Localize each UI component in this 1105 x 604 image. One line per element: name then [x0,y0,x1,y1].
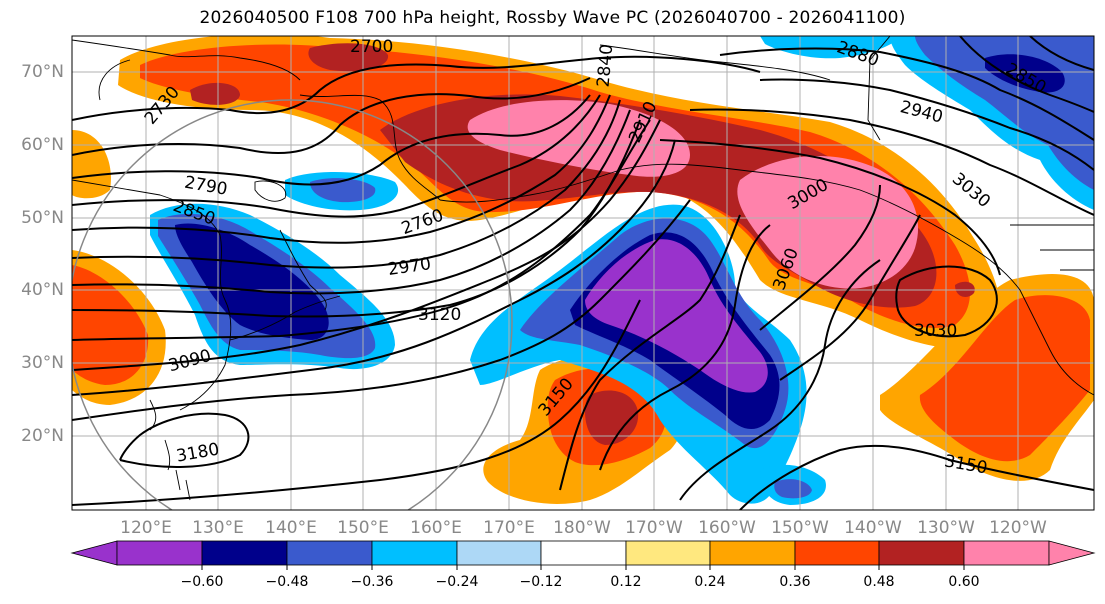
darkred-patch-nw [190,82,240,105]
pink-core-north [467,100,690,177]
darkred-patch-top [308,43,389,72]
colorbar-min-arrow [70,540,118,566]
colorbar-tick-label: 0.24 [694,574,726,590]
navy-northeast [985,54,1065,93]
colorbar-tick-label: −0.12 [519,574,563,590]
map-border [71,35,1095,511]
colorbar-segment [286,540,373,566]
colorbar-segment [878,540,965,566]
darkred-south [585,390,639,445]
colorbar-segment [456,540,542,566]
contour-label: 3120 [418,305,461,325]
red-east [919,295,1090,462]
purple-central [585,239,768,393]
lat-label: 50°N [21,208,64,228]
lon-label: 170°W [625,518,683,538]
lat-label: 40°N [21,280,64,300]
colorbar [70,540,1096,566]
colorbar-tick-label: −0.48 [265,574,309,590]
cyan-northcentral [760,36,900,59]
lat-label: 30°N [21,353,64,373]
colorbar-max-arrow [1048,540,1096,566]
lon-label: 180°W [553,518,611,538]
lon-label: 150°E [337,518,389,538]
graticule [72,36,1094,510]
lon-label: 140°W [844,518,902,538]
lat-label: 60°N [21,135,64,155]
map-title: 2026040500 F108 700 hPa height, Rossby W… [199,8,906,28]
lon-label: 140°E [265,518,317,538]
contour-label: 2840 [594,43,618,88]
darkred-east-dot [955,281,975,297]
contour-label: 3030 [914,321,957,341]
lon-label: 120°W [989,518,1047,538]
contour-label: 2700 [350,37,393,57]
colorbar-segment [794,540,880,566]
colorbar-tick-label: −0.24 [435,574,479,590]
colorbar-tick-label: 0.12 [610,574,642,590]
red-west-mid [72,265,149,385]
coastlines [72,36,1094,501]
positive-anomaly-east [880,274,1094,481]
lon-label: 150°W [771,518,829,538]
colorbar-tick-label: 0.48 [863,574,895,590]
lat-label: 20°N [21,426,64,446]
lon-label: 130°W [917,518,975,538]
colorbar-tick-label: −0.36 [350,574,394,590]
colorbar-segment [709,540,796,566]
height-contours [72,36,1094,510]
colorbar-ticks [201,565,965,570]
colorbar-segment [116,540,203,566]
lat-label: 70°N [21,62,64,82]
colorbar-tick-label: −0.60 [180,574,224,590]
colorbar-segment [963,540,1050,566]
positive-anomaly-south [483,355,684,504]
lon-label: 160°W [698,518,756,538]
lon-label: 130°E [192,518,244,538]
lon-label: 160°E [410,518,462,538]
range-circle [72,99,513,510]
colorbar-tick-label: 0.60 [948,574,980,590]
colorbar-segment [540,540,627,566]
colorbar-tick-label: 0.36 [779,574,811,590]
lon-label: 170°E [483,518,535,538]
colorbar-segment [371,540,458,566]
colorbar-segment [201,540,288,566]
navy-west [175,223,329,340]
blue-south-small [774,479,812,499]
lon-label: 120°E [120,518,172,538]
colorbar-segment [625,540,711,566]
